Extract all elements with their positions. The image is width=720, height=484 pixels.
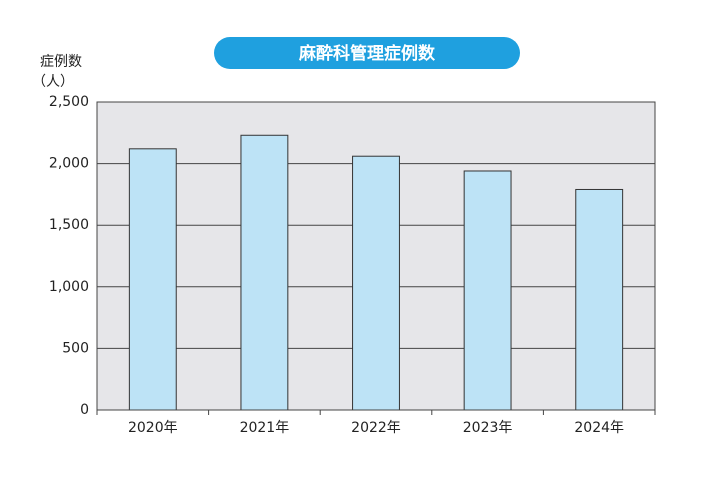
x-tick-label: 2022年 xyxy=(351,420,401,436)
x-tick-label: 2023年 xyxy=(463,420,513,436)
bar xyxy=(240,134,289,411)
y-tick-label: 1,500 xyxy=(49,217,89,233)
y-tick-label: 2,500 xyxy=(49,94,89,110)
y-tick-label: 0 xyxy=(80,402,89,418)
y-axis-label: （人） xyxy=(32,74,74,90)
bar xyxy=(575,188,624,411)
bar xyxy=(463,170,512,411)
title-pill xyxy=(214,37,520,69)
y-tick-label: 2,000 xyxy=(49,156,89,172)
bar xyxy=(352,155,400,411)
plot-border xyxy=(96,101,656,411)
x-tick-label: 2020年 xyxy=(128,420,178,436)
y-tick-label: 500 xyxy=(62,340,89,356)
bar xyxy=(128,148,177,411)
chart-title: 麻酔科管理症例数 xyxy=(298,43,436,64)
y-tick-label: 1,000 xyxy=(49,279,89,295)
y-axis-label: 症例数 xyxy=(40,54,82,70)
x-tick-label: 2021年 xyxy=(240,420,290,436)
x-tick-label: 2024年 xyxy=(574,420,624,436)
